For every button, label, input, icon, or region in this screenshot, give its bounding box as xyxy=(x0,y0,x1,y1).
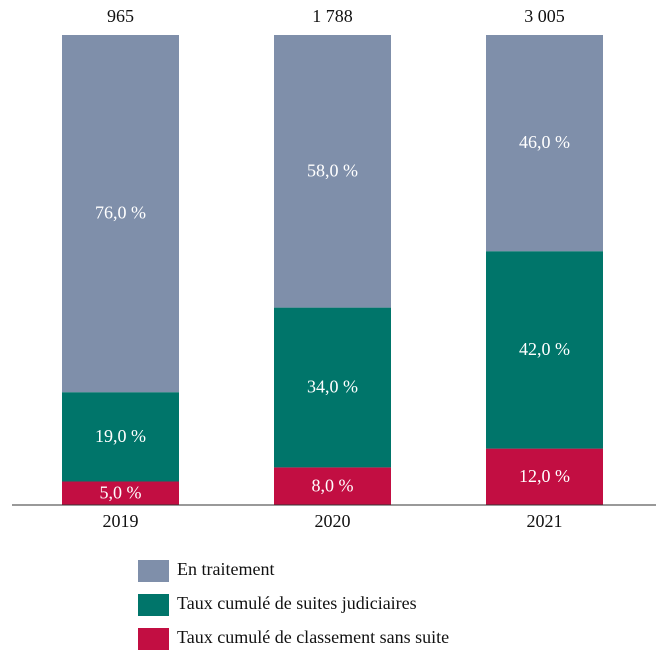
bar-segment xyxy=(62,35,179,393)
x-tick-label: 2020 xyxy=(315,511,351,531)
bar-segment xyxy=(62,481,179,505)
value-label: 76,0 % xyxy=(95,203,146,223)
bar-segment xyxy=(274,35,391,308)
value-label: 8,0 % xyxy=(312,475,354,495)
value-label: 42,0 % xyxy=(519,339,570,359)
legend-label: Taux cumulé de classement sans suite xyxy=(177,627,449,647)
value-label: 5,0 % xyxy=(100,482,142,502)
legend-swatch xyxy=(138,594,169,616)
value-label: 19,0 % xyxy=(95,426,146,446)
bar-segment xyxy=(486,251,603,449)
total-label: 965 xyxy=(107,6,134,26)
bar-segment xyxy=(274,307,391,468)
value-label: 12,0 % xyxy=(519,466,570,486)
total-label: 1 788 xyxy=(312,6,353,26)
value-label: 34,0 % xyxy=(307,377,358,397)
bar-segment xyxy=(486,35,603,252)
bar-segment xyxy=(62,392,179,482)
legend-label: Taux cumulé de suites judiciaires xyxy=(177,593,417,613)
total-label: 3 005 xyxy=(524,6,565,26)
x-tick-label: 2021 xyxy=(527,511,563,531)
value-label: 46,0 % xyxy=(519,132,570,152)
x-tick-label: 2019 xyxy=(103,511,139,531)
bar-segment xyxy=(486,448,603,505)
bar-segment xyxy=(274,467,391,505)
legend-label: En traitement xyxy=(177,559,274,579)
value-label: 58,0 % xyxy=(307,160,358,180)
legend-swatch xyxy=(138,628,169,650)
legend-swatch xyxy=(138,560,169,582)
